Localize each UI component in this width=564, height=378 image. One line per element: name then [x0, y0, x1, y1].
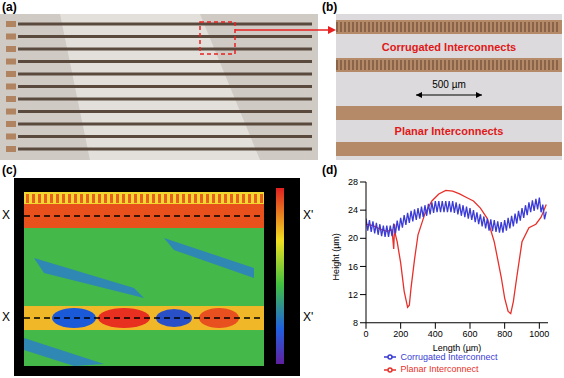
html-text:(b): (b)	[322, 0, 338, 14]
svg-text:16: 16	[348, 262, 358, 272]
html-text:X: X	[2, 310, 10, 324]
html-text:(a): (a)	[2, 0, 17, 14]
svg-text:0: 0	[363, 329, 368, 339]
svg-text:800: 800	[497, 329, 512, 339]
svg-text:200: 200	[393, 329, 408, 339]
html-text:(d): (d)	[322, 163, 338, 177]
html-text:X': X'	[303, 310, 314, 324]
svg-text:28: 28	[348, 177, 358, 187]
html-text:(c): (c)	[2, 163, 17, 177]
html-text:X: X	[2, 208, 10, 222]
html-text:Planar Interconnect: Planar Interconnect	[400, 364, 479, 375]
html-text:Corrugated Interconnect: Corrugated Interconnect	[400, 351, 498, 362]
svg-text:8: 8	[353, 318, 358, 328]
svg-text:400: 400	[428, 329, 443, 339]
svg-text:1000: 1000	[529, 329, 549, 339]
svg-text:Corrugated Interconnects: Corrugated Interconnects	[382, 41, 516, 53]
html-text:X': X'	[303, 208, 314, 222]
svg-text:Height (µm): Height (µm)	[331, 233, 341, 280]
svg-text:24: 24	[348, 205, 358, 215]
svg-text:12: 12	[348, 290, 358, 300]
svg-text:600: 600	[462, 329, 477, 339]
svg-text:Planar Interconnects: Planar Interconnects	[395, 125, 504, 137]
svg-text:500 µm: 500 µm	[432, 79, 466, 90]
svg-text:20: 20	[348, 233, 358, 243]
svg-text:Length (µm): Length (µm)	[433, 343, 482, 353]
